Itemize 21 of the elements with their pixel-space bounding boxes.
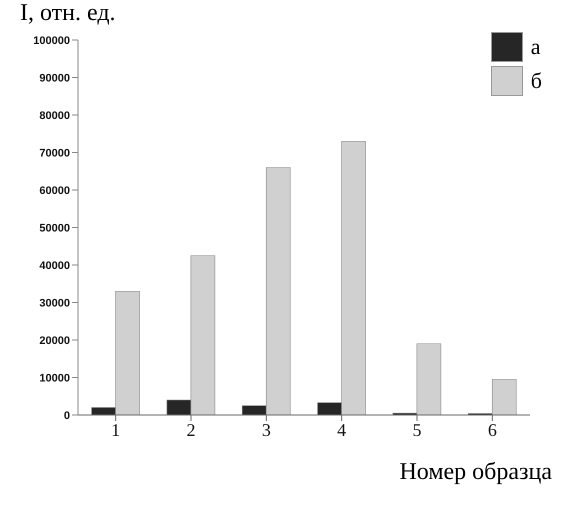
x-tick-label: 5 — [412, 420, 422, 440]
y-axis-title: I, отн. ед. — [20, 0, 116, 27]
y-tick-label: 10000 — [39, 372, 70, 384]
y-tick-label: 30000 — [39, 297, 70, 310]
legend-label: б — [530, 68, 542, 94]
y-tick-label: 0 — [64, 410, 70, 422]
x-tick-label: 3 — [262, 420, 271, 440]
y-tick-label: 70000 — [39, 147, 70, 160]
x-axis-title: Номер образца — [399, 458, 552, 486]
y-tick-label: 50000 — [39, 222, 70, 234]
x-tick-label: 1 — [111, 420, 120, 440]
y-tick-label: 90000 — [39, 72, 70, 84]
y-tick-label: 100000 — [33, 34, 70, 47]
y-tick-label: 80000 — [39, 110, 70, 122]
x-tick-label: 6 — [488, 420, 497, 440]
x-tick-label: 4 — [337, 420, 346, 440]
y-tick-label: 60000 — [39, 184, 70, 197]
y-tick-label: 40000 — [39, 260, 70, 272]
legend-label: а — [530, 34, 541, 60]
x-tick-label: 2 — [186, 420, 196, 440]
y-tick-label: 20000 — [39, 334, 70, 347]
